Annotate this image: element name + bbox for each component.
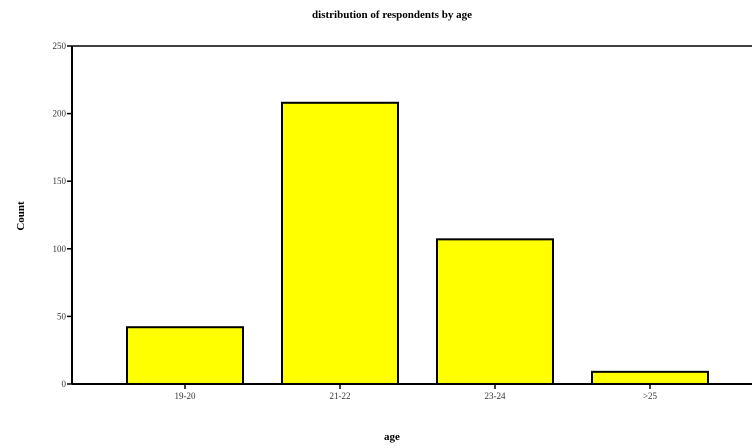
bar [281, 101, 399, 385]
y-tick-label: 250 [53, 41, 67, 51]
y-tick-label: 200 [53, 109, 67, 119]
x-tick-label: 21-22 [330, 391, 351, 401]
y-axis-title: Count [15, 201, 27, 231]
plot-area: 0 50 100 150 200 250 19-20 21-22 23-24 >25 [53, 41, 752, 401]
chart-title: distribution of respondents by age [312, 9, 472, 21]
y-tick-label: 0 [62, 379, 67, 389]
x-tick-label: 19-20 [175, 391, 196, 401]
x-tick-label: 23-24 [485, 391, 506, 401]
y-tick-label: 150 [53, 176, 67, 186]
x-axis-title: age [384, 431, 400, 443]
y-tick-label: 100 [53, 244, 67, 254]
bar [126, 326, 244, 386]
y-tick-label: 50 [57, 311, 67, 321]
x-tick-label: >25 [643, 391, 658, 401]
bar [436, 238, 554, 385]
bar [591, 370, 709, 386]
